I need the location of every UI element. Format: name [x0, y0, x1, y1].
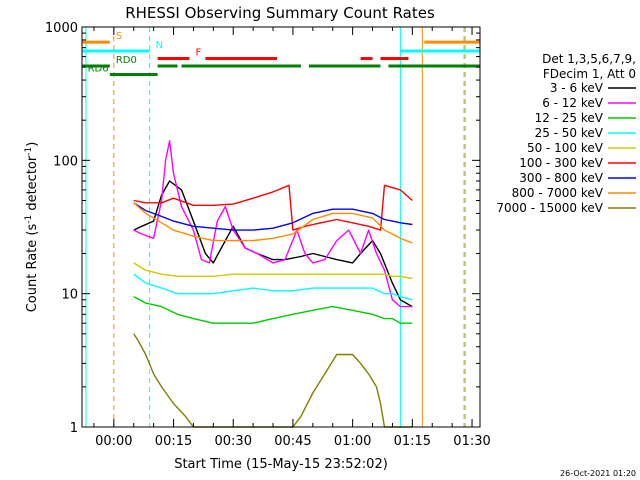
x-tick-label-2: 00:30 [215, 434, 252, 449]
x-tick-label-0: 00:00 [95, 434, 132, 449]
x-tick-label-3: 00:45 [274, 434, 311, 449]
y-axis-label: Count Rate (s-1 detector-1) [24, 142, 40, 313]
series-line-0 [133, 180, 413, 308]
series-line-7 [133, 202, 413, 244]
footer-date: 26-Oct-2021 01:20 [560, 469, 636, 478]
y-tick-label-3: 1000 [45, 21, 78, 36]
y-axis-label-end: ) [25, 142, 40, 147]
chart-title: RHESSI Observing Summary Count Rates [125, 4, 435, 22]
x-tick-label-5: 01:15 [394, 434, 431, 449]
x-tick-label-1: 00:15 [155, 434, 192, 449]
legend: Det 1,3,5,6,7,9, FDecim 1, Att 0 3 - 6 k… [496, 52, 636, 215]
legend-entry-label-3: 25 - 50 keV [535, 126, 604, 140]
plot-frame [81, 26, 481, 428]
x-tick-label-6: 01:30 [453, 434, 490, 449]
legend-header-line-2: FDecim 1, Att 0 [543, 67, 636, 81]
legend-entry-label-1: 6 - 12 keV [542, 96, 604, 110]
y-axis-label-exponent-1: -1 [24, 215, 34, 224]
series-line-5 [133, 184, 413, 231]
state-bar-label-rd6: RD6 [88, 64, 109, 75]
legend-header-line-1: Det 1,3,5,6,7,9, [542, 52, 636, 66]
y-tick-label-0: 1 [70, 421, 78, 436]
state-bar-label-f: F [195, 48, 201, 59]
series-line-2 [133, 295, 413, 324]
plot-area: S N F RD0 RD6 [82, 27, 480, 428]
state-bar-label-rd0: RD0 [116, 55, 137, 66]
legend-entry-label-2: 12 - 25 keV [535, 111, 604, 125]
x-axis-label: Start Time (15-May-15 23:52:02) [174, 457, 388, 472]
series-line-4 [133, 262, 413, 280]
state-bar-label-n: N [156, 40, 163, 51]
y-axis-label-exponent-2: -1 [24, 147, 34, 156]
series-line-3 [133, 273, 413, 301]
legend-entry-label-8: 7000 - 15000 keV [496, 201, 603, 215]
legend-entry-label-5: 100 - 300 keV [519, 156, 603, 170]
y-tick-label-2: 100 [53, 154, 78, 169]
legend-entry-label-7: 800 - 7000 keV [512, 186, 604, 200]
y-axis-label-middle: detector [25, 155, 40, 215]
legend-entry-label-4: 50 - 100 keV [527, 141, 604, 155]
series-line-1 [133, 140, 413, 308]
y-tick-label-1: 10 [61, 288, 78, 303]
legend-entry-label-6: 300 - 800 keV [519, 171, 603, 185]
series-line-8 [133, 333, 413, 428]
x-axis: 00:00 00:15 00:30 00:45 01:00 01:15 01:30 [93, 27, 491, 449]
state-bar-label-s: S [116, 31, 122, 42]
series-line-6 [133, 202, 413, 231]
y-axis: 1 10 100 1000 [45, 21, 480, 436]
x-tick-label-4: 01:00 [334, 434, 371, 449]
legend-entry-label-0: 3 - 6 keV [550, 81, 604, 95]
y-axis-label-start: Count Rate (s [25, 224, 40, 313]
